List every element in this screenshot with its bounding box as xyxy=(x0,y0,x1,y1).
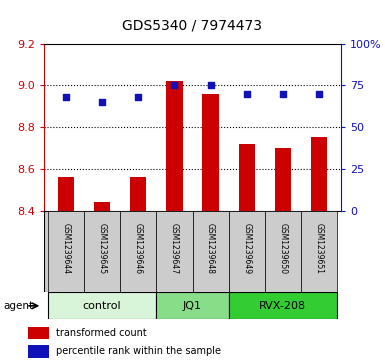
Text: RVX-208: RVX-208 xyxy=(259,301,306,311)
Point xyxy=(99,99,105,105)
Bar xyxy=(120,211,156,292)
Bar xyxy=(265,211,301,292)
Text: GSM1239650: GSM1239650 xyxy=(278,223,287,274)
Bar xyxy=(275,148,291,211)
Bar xyxy=(203,94,219,211)
Bar xyxy=(28,327,49,339)
Text: percentile rank within the sample: percentile rank within the sample xyxy=(56,346,221,356)
Bar xyxy=(58,177,74,211)
Text: GSM1239648: GSM1239648 xyxy=(206,223,215,274)
Bar xyxy=(156,292,229,319)
Point xyxy=(208,82,214,88)
Bar xyxy=(166,81,182,211)
Bar xyxy=(130,177,146,211)
Bar xyxy=(48,292,156,319)
Text: GDS5340 / 7974473: GDS5340 / 7974473 xyxy=(122,18,263,32)
Point xyxy=(63,94,69,100)
Text: GSM1239647: GSM1239647 xyxy=(170,223,179,274)
Text: GSM1239651: GSM1239651 xyxy=(315,223,323,274)
Point xyxy=(316,91,322,97)
Text: JQ1: JQ1 xyxy=(183,301,202,311)
Bar xyxy=(239,144,255,211)
Bar xyxy=(311,138,327,211)
Bar xyxy=(229,211,265,292)
Text: GSM1239644: GSM1239644 xyxy=(62,223,70,274)
Text: GSM1239649: GSM1239649 xyxy=(242,223,251,274)
Text: control: control xyxy=(83,301,121,311)
Text: transformed count: transformed count xyxy=(56,328,147,338)
Bar xyxy=(156,211,192,292)
Point xyxy=(280,91,286,97)
Bar xyxy=(48,211,84,292)
Text: GSM1239646: GSM1239646 xyxy=(134,223,143,274)
Point xyxy=(171,82,177,88)
Bar xyxy=(301,211,337,292)
Text: GSM1239645: GSM1239645 xyxy=(98,223,107,274)
Bar xyxy=(229,292,337,319)
Bar xyxy=(94,202,110,211)
Bar xyxy=(28,345,49,358)
Bar xyxy=(84,211,120,292)
Bar xyxy=(192,211,229,292)
Point xyxy=(135,94,141,100)
Text: agent: agent xyxy=(4,301,34,311)
Point xyxy=(244,91,250,97)
